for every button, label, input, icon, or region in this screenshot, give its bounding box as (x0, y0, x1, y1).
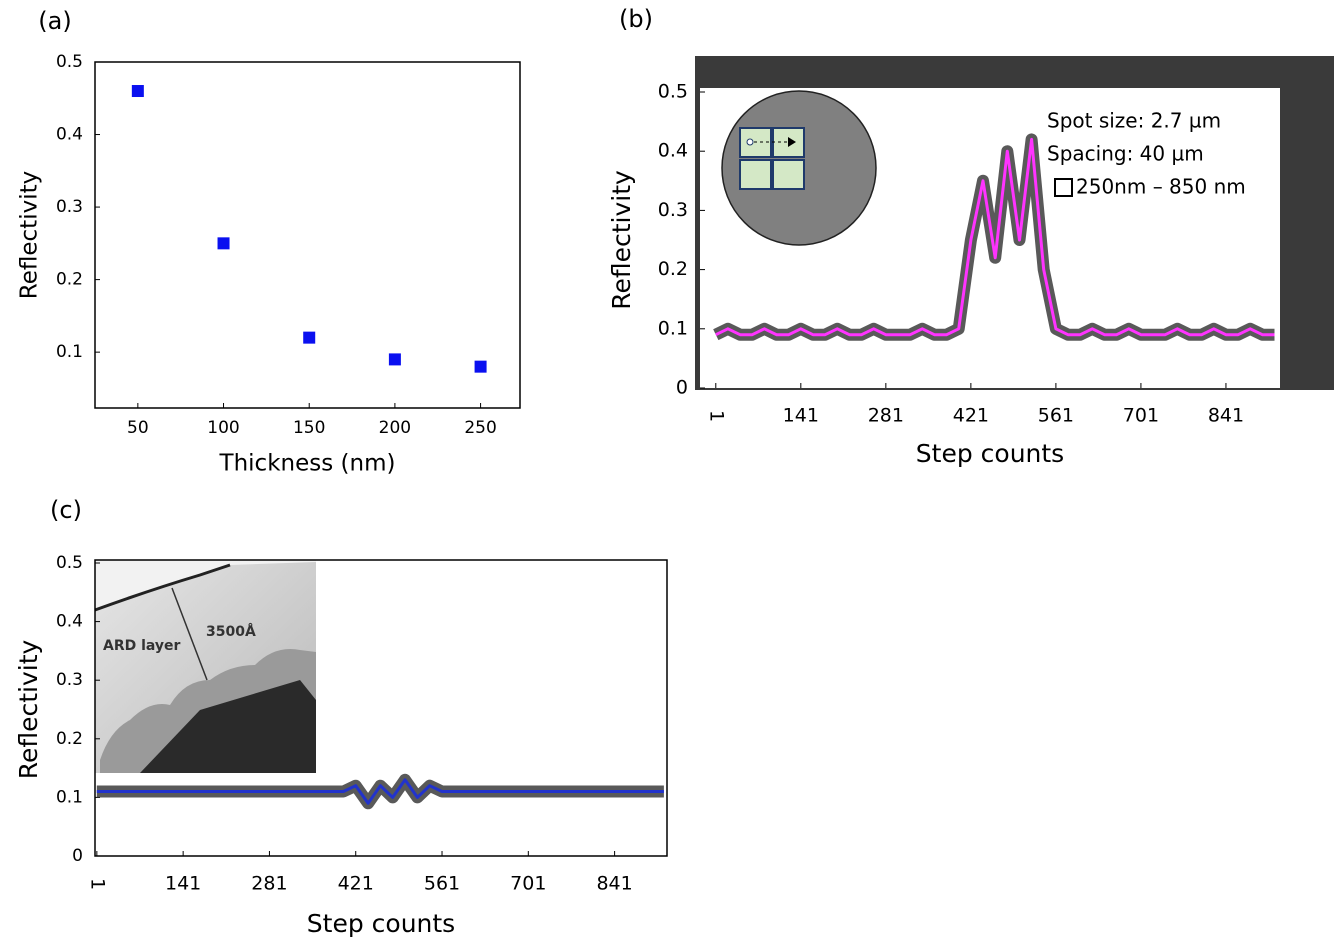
x-axis-label: Step counts (916, 439, 1064, 468)
x-tick-label: 200 (379, 418, 411, 438)
x-tick-label: 281 (868, 405, 904, 427)
x-tick-label: 1 (86, 878, 108, 890)
line (96, 778, 664, 805)
y-tick-label: 0.2 (56, 729, 83, 749)
thickness-arrow (171, 587, 208, 681)
y-axis-label: Reflectivity (17, 171, 43, 299)
arrow-head (788, 137, 796, 147)
y-tick-label: 0.5 (56, 553, 83, 573)
annotation: 3500Å (206, 623, 256, 640)
x-tick-label: 421 (338, 873, 374, 895)
x-tick-label: 841 (596, 873, 632, 895)
x-tick-label: 50 (127, 418, 149, 438)
y-tick-label: 0 (72, 846, 83, 866)
y-tick-label: 0.5 (658, 81, 688, 103)
x-tick-label: 250 (464, 418, 496, 438)
x-axis-label: Thickness (nm) (219, 451, 396, 477)
y-tick-label: 0.1 (658, 317, 688, 339)
point (388, 353, 401, 366)
tem-inset (94, 560, 316, 773)
cell (739, 127, 772, 158)
cell (772, 159, 805, 190)
line (715, 137, 1275, 337)
x-tick-label: 841 (1208, 405, 1244, 427)
panel-label: (a) (38, 7, 71, 35)
y-tick-label: 0.1 (56, 342, 83, 362)
y-tick-label: 0.2 (56, 270, 83, 290)
x-tick-label: 150 (293, 418, 325, 438)
panel-label: (b) (619, 5, 653, 33)
annotation: ARD layer (103, 638, 181, 654)
annotation: 250nm – 850 nm (1076, 175, 1246, 199)
y-axis-label: Reflectivity (607, 170, 636, 310)
x-tick-label: 561 (424, 873, 460, 895)
point (303, 331, 316, 344)
x-tick-label: 701 (510, 873, 546, 895)
plot-frame (94, 559, 668, 857)
cell (739, 159, 772, 190)
y-tick-label: 0.4 (658, 140, 688, 162)
point (217, 237, 230, 250)
y-axis-label: Reflectivity (14, 640, 43, 780)
y-tick-label: 0.3 (56, 670, 83, 690)
spot-inset (721, 90, 877, 246)
point (131, 85, 144, 98)
x-tick-label: 1 (705, 410, 727, 422)
y-tick-label: 0.3 (56, 197, 83, 217)
spot (746, 138, 754, 146)
y-tick-label: 0.1 (56, 787, 83, 807)
annotation: Spacing: 40 µm (1047, 142, 1204, 166)
x-tick-label: 421 (953, 405, 989, 427)
plot-frame (94, 61, 521, 409)
x-tick-label: 100 (207, 418, 239, 438)
y-tick-label: 0.5 (56, 52, 83, 72)
tem-substrate (140, 680, 316, 773)
tem-top (95, 560, 316, 610)
square-symbol (1054, 178, 1073, 197)
x-tick-label: 141 (165, 873, 201, 895)
x-tick-label: 701 (1123, 405, 1159, 427)
y-tick-label: 0.4 (56, 125, 83, 145)
annotation: Spot size: 2.7 µm (1047, 109, 1221, 133)
tem-edge (94, 563, 231, 612)
panel-label: (c) (50, 496, 82, 524)
point (474, 360, 487, 373)
x-tick-label: 561 (1038, 405, 1074, 427)
y-tick-label: 0.3 (658, 199, 688, 221)
x-tick-label: 281 (251, 873, 287, 895)
x-tick-label: 141 (783, 405, 819, 427)
y-tick-label: 0.4 (56, 612, 83, 632)
y-tick-label: 0 (676, 377, 688, 399)
x-axis-label: Step counts (307, 909, 455, 938)
y-tick-label: 0.2 (658, 258, 688, 280)
